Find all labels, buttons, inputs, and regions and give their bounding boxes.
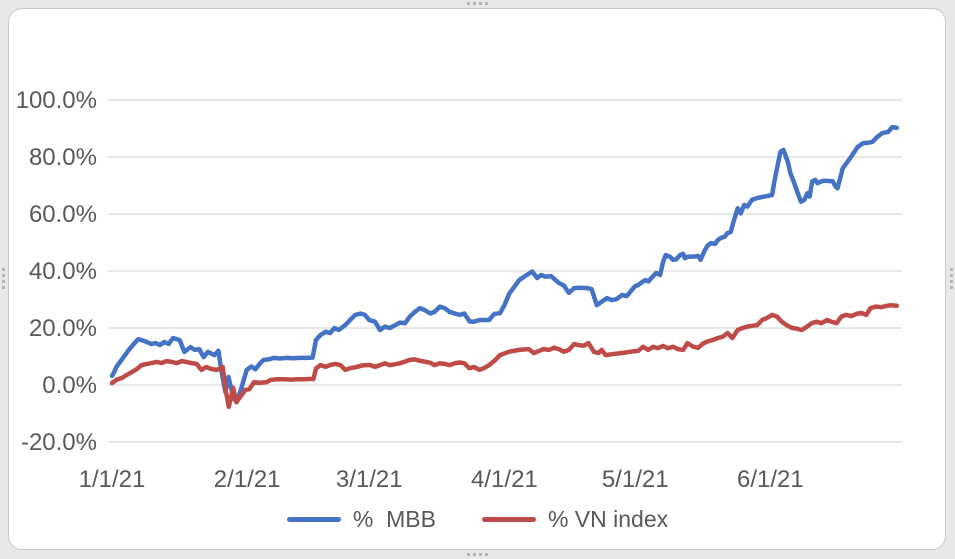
x-axis-tick-label: 4/1/21 xyxy=(471,466,538,493)
x-axis-tick-label: 5/1/21 xyxy=(602,466,669,493)
y-axis-tick-label: -20.0% xyxy=(21,429,97,456)
y-axis-tick-label: 40.0% xyxy=(29,258,97,285)
y-axis-tick-label: 0.0% xyxy=(42,372,97,399)
resize-handle-bottom[interactable] xyxy=(467,553,470,556)
y-axis-tick-label: 20.0% xyxy=(29,315,97,342)
resize-handle-right[interactable] xyxy=(950,268,953,271)
resize-handle-top[interactable] xyxy=(467,2,470,5)
x-axis-tick-label: 1/1/21 xyxy=(79,466,146,493)
y-axis-tick-label: 100.0% xyxy=(16,87,97,114)
chart-legend: % MBB % VN index xyxy=(0,504,955,534)
legend-label-mbb: % MBB xyxy=(352,505,436,532)
x-axis-tick-label: 6/1/21 xyxy=(737,466,804,493)
mbb-series-line-icon xyxy=(286,516,341,522)
legend-label-vnindex: % VN index xyxy=(547,505,669,532)
legend-item-mbb[interactable]: % MBB xyxy=(286,505,436,533)
x-axis-tick-label: 3/1/21 xyxy=(336,466,403,493)
x-axis-tick-label: 2/1/21 xyxy=(214,466,281,493)
vnindex-series-line-icon xyxy=(481,516,536,522)
chart-object[interactable] xyxy=(8,8,946,550)
series-line-vnindex[interactable] xyxy=(109,302,900,410)
y-axis-tick-label: 80.0% xyxy=(29,144,97,171)
resize-handle-left[interactable] xyxy=(2,268,5,271)
y-axis-tick-label: 60.0% xyxy=(29,201,97,228)
series-line-mbb[interactable] xyxy=(109,124,900,405)
legend-item-vnindex[interactable]: % VN index xyxy=(481,505,669,533)
